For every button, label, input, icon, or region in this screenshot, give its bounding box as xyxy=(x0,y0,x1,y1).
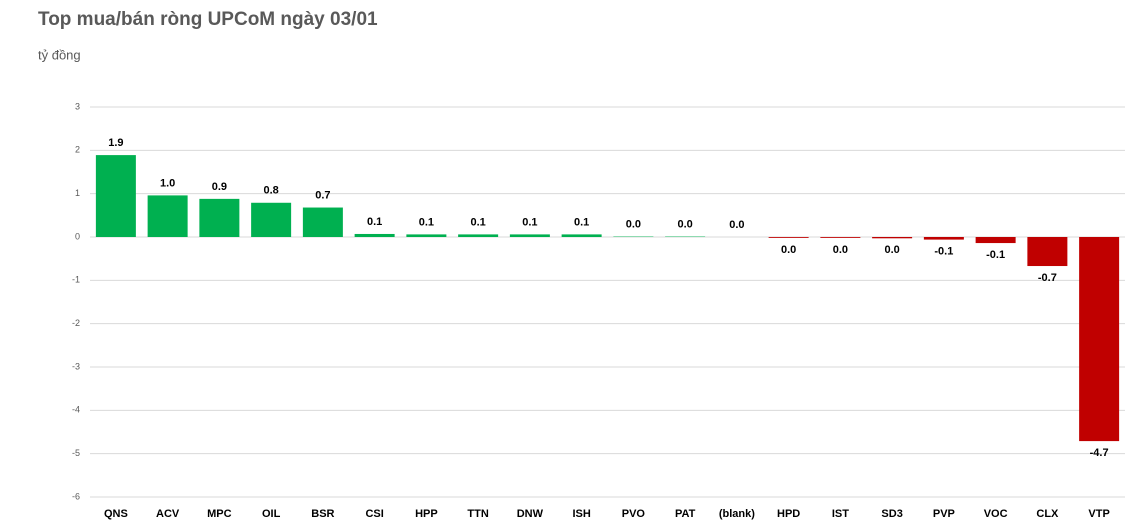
x-tick-label: MPC xyxy=(207,508,232,520)
x-tick-label: (blank) xyxy=(719,508,755,520)
y-tick-label: -3 xyxy=(72,361,80,371)
x-tick-label: TTN xyxy=(467,508,488,520)
x-tick-label: CSI xyxy=(365,508,383,520)
value-label: 1.9 xyxy=(108,137,123,149)
bar xyxy=(561,234,602,237)
bar xyxy=(458,234,499,237)
x-tick-label: DNW xyxy=(517,508,544,520)
value-label: 0.0 xyxy=(833,244,848,256)
bar xyxy=(354,233,395,237)
bar xyxy=(768,237,809,238)
value-label: 0.8 xyxy=(263,185,278,197)
y-tick-label: -1 xyxy=(72,275,80,285)
value-label: -0.1 xyxy=(934,246,953,258)
bar xyxy=(820,237,861,238)
x-tick-label: ACV xyxy=(156,508,180,520)
value-label: 0.7 xyxy=(315,189,330,201)
x-tick-label: OIL xyxy=(262,508,281,520)
bar xyxy=(147,195,188,237)
value-label: 0.0 xyxy=(729,219,744,231)
value-label: 0.0 xyxy=(781,244,796,256)
x-tick-label: HPD xyxy=(777,508,800,520)
y-tick-label: -6 xyxy=(72,491,80,501)
chart-title: Top mua/bán ròng UPCoM ngày 03/01 xyxy=(38,9,378,30)
value-label: 0.1 xyxy=(367,216,382,228)
x-tick-label: SD3 xyxy=(881,508,902,520)
value-label: 0.0 xyxy=(677,218,692,230)
value-label: -4.7 xyxy=(1090,447,1109,459)
x-tick-label: BSR xyxy=(311,508,334,520)
bar xyxy=(509,234,550,237)
value-label: -0.1 xyxy=(986,249,1005,261)
bar xyxy=(975,237,1016,244)
bar xyxy=(1027,237,1068,267)
x-tick-label: IST xyxy=(832,508,849,520)
bar xyxy=(872,237,913,239)
y-tick-label: 3 xyxy=(75,101,80,111)
bar xyxy=(251,202,292,237)
y-tick-label: -4 xyxy=(72,405,80,415)
bar xyxy=(302,207,343,237)
bar xyxy=(95,155,136,237)
value-label: 0.9 xyxy=(212,181,227,193)
x-tick-label: PVO xyxy=(622,508,646,520)
value-label: 1.0 xyxy=(160,177,175,189)
x-tick-label: PAT xyxy=(675,508,696,520)
bar xyxy=(199,198,240,237)
bar xyxy=(923,237,964,240)
x-tick-label: PVP xyxy=(933,508,955,520)
y-tick-label: 2 xyxy=(75,145,80,155)
x-tick-label: CLX xyxy=(1036,508,1059,520)
x-tick-label: QNS xyxy=(104,508,128,520)
value-label: 0.1 xyxy=(522,216,537,228)
y-tick-label: 0 xyxy=(75,231,80,241)
value-label: -0.7 xyxy=(1038,272,1057,284)
bar xyxy=(1079,237,1120,442)
value-label: 0.0 xyxy=(884,244,899,256)
y-tick-label: -5 xyxy=(72,448,80,458)
value-label: 0.1 xyxy=(574,216,589,228)
y-tick-label: -2 xyxy=(72,318,80,328)
value-label: 0.1 xyxy=(470,216,485,228)
x-tick-label: HPP xyxy=(415,508,438,520)
bar xyxy=(406,234,447,237)
x-tick-label: VTP xyxy=(1088,508,1109,520)
x-tick-label: ISH xyxy=(572,508,590,520)
x-tick-label: VOC xyxy=(984,508,1008,520)
value-label: 0.1 xyxy=(419,216,434,228)
y-tick-label: 1 xyxy=(75,188,80,198)
chart-subtitle: tỷ đồng xyxy=(38,47,81,62)
value-label: 0.0 xyxy=(626,218,641,230)
